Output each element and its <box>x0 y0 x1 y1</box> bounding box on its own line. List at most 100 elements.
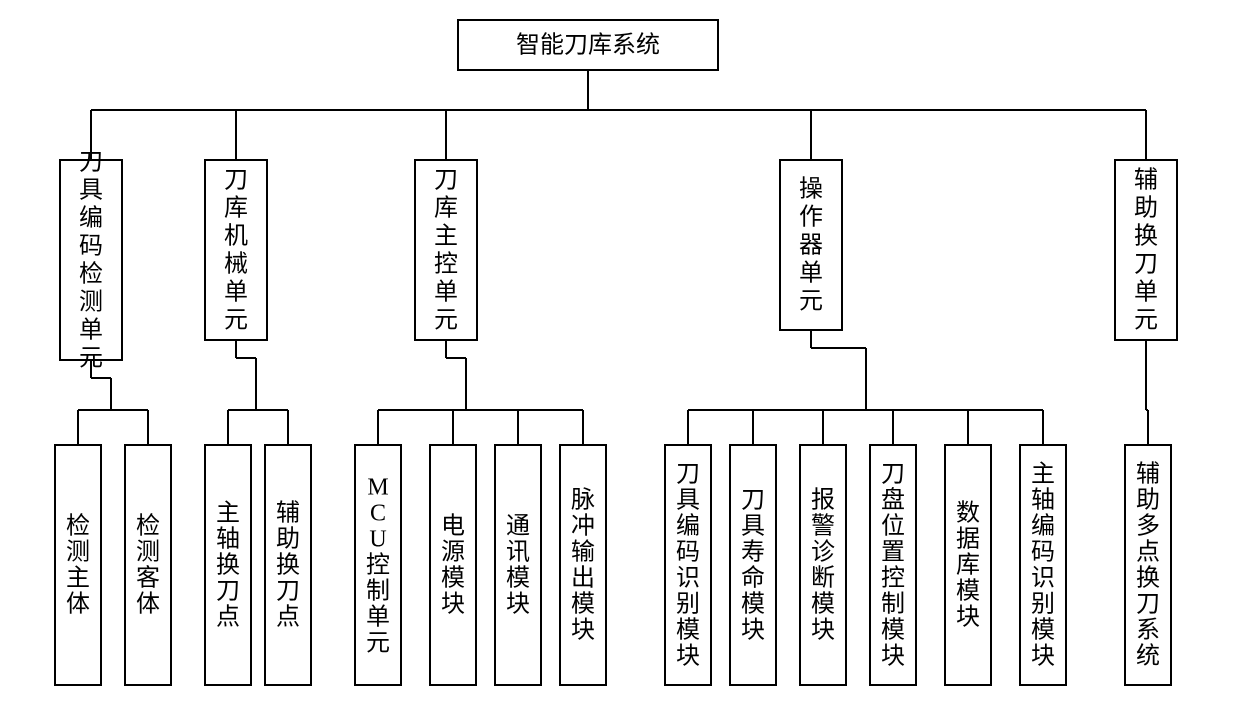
svg-text:检: 检 <box>79 261 103 288</box>
svg-text:主: 主 <box>1031 461 1055 488</box>
svg-text:刀: 刀 <box>1136 592 1160 618</box>
svg-text:通: 通 <box>506 514 530 540</box>
svg-text:换: 换 <box>1136 565 1160 592</box>
svg-text:检: 检 <box>66 513 90 540</box>
svg-text:编: 编 <box>1031 513 1055 540</box>
svg-text:别: 别 <box>1031 591 1055 618</box>
svg-text:主: 主 <box>216 500 240 527</box>
svg-text:编: 编 <box>676 513 700 540</box>
svg-text:辅: 辅 <box>1136 461 1160 488</box>
svg-text:刀: 刀 <box>741 488 765 514</box>
svg-text:出: 出 <box>571 565 595 592</box>
svg-text:助: 助 <box>1136 487 1160 514</box>
svg-text:诊: 诊 <box>811 539 835 566</box>
svg-text:元: 元 <box>434 308 458 334</box>
svg-text:机: 机 <box>224 223 248 250</box>
svg-text:点: 点 <box>1136 539 1160 566</box>
svg-text:电: 电 <box>441 513 465 540</box>
svg-text:刀: 刀 <box>1134 252 1158 278</box>
svg-text:讯: 讯 <box>506 540 530 566</box>
svg-text:客: 客 <box>136 565 160 592</box>
svg-text:具: 具 <box>676 488 700 514</box>
svg-text:块: 块 <box>441 591 465 618</box>
svg-text:刀: 刀 <box>676 462 700 488</box>
svg-text:报: 报 <box>811 487 835 514</box>
svg-text:脉: 脉 <box>571 487 595 514</box>
svg-text:辅: 辅 <box>1134 167 1158 194</box>
root-title: 智能刀库系统 <box>516 32 660 59</box>
svg-text:换: 换 <box>1134 223 1158 250</box>
svg-text:单: 单 <box>366 604 390 631</box>
svg-text:测: 测 <box>66 539 90 566</box>
svg-text:测: 测 <box>136 539 160 566</box>
svg-text:块: 块 <box>956 604 980 631</box>
svg-text:刀: 刀 <box>79 150 103 176</box>
svg-text:主: 主 <box>66 565 90 592</box>
svg-text:轴: 轴 <box>216 526 240 553</box>
svg-text:块: 块 <box>506 591 530 618</box>
svg-text:体: 体 <box>66 591 90 618</box>
svg-text:位: 位 <box>881 513 905 540</box>
svg-text:命: 命 <box>741 565 765 592</box>
svg-text:系: 系 <box>1136 617 1160 644</box>
svg-text:制: 制 <box>366 578 390 605</box>
svg-text:具: 具 <box>79 178 103 204</box>
svg-text:数: 数 <box>956 500 980 527</box>
svg-text:单: 单 <box>224 279 248 306</box>
svg-text:块: 块 <box>571 617 595 644</box>
svg-text:器: 器 <box>799 233 823 259</box>
svg-text:据: 据 <box>956 526 980 553</box>
svg-text:辅: 辅 <box>276 500 300 527</box>
svg-text:库: 库 <box>956 552 980 579</box>
svg-text:械: 械 <box>224 251 248 278</box>
svg-text:元: 元 <box>224 308 248 334</box>
svg-text:块: 块 <box>881 643 905 670</box>
svg-text:元: 元 <box>799 289 823 315</box>
svg-text:刀: 刀 <box>276 579 300 605</box>
svg-text:块: 块 <box>676 643 700 670</box>
svg-text:冲: 冲 <box>571 513 595 540</box>
svg-text:模: 模 <box>571 591 595 618</box>
svg-text:模: 模 <box>811 591 835 618</box>
svg-text:刀: 刀 <box>224 168 248 194</box>
svg-text:控: 控 <box>881 565 905 592</box>
svg-text:识: 识 <box>1031 566 1055 592</box>
svg-text:具: 具 <box>741 514 765 540</box>
svg-text:模: 模 <box>676 617 700 644</box>
svg-text:测: 测 <box>79 289 103 316</box>
svg-text:断: 断 <box>811 565 835 592</box>
svg-text:M: M <box>367 475 388 501</box>
svg-text:警: 警 <box>811 513 835 540</box>
svg-text:模: 模 <box>956 578 980 605</box>
svg-text:置: 置 <box>881 540 905 566</box>
svg-text:编: 编 <box>79 205 103 232</box>
svg-text:体: 体 <box>136 591 160 618</box>
svg-text:模: 模 <box>741 591 765 618</box>
svg-text:刀: 刀 <box>216 579 240 605</box>
svg-text:刀: 刀 <box>434 168 458 194</box>
svg-text:盘: 盘 <box>881 487 905 514</box>
svg-text:主: 主 <box>434 223 458 250</box>
svg-text:单: 单 <box>1134 279 1158 306</box>
svg-text:换: 换 <box>216 552 240 579</box>
svg-text:块: 块 <box>741 617 765 644</box>
svg-text:多: 多 <box>1136 513 1160 540</box>
svg-text:模: 模 <box>881 617 905 644</box>
svg-text:源: 源 <box>441 539 465 566</box>
svg-text:模: 模 <box>506 565 530 592</box>
svg-text:助: 助 <box>276 526 300 553</box>
svg-text:控: 控 <box>366 552 390 579</box>
svg-text:C: C <box>370 501 386 527</box>
svg-text:块: 块 <box>811 617 835 644</box>
svg-text:模: 模 <box>441 565 465 592</box>
svg-text:码: 码 <box>79 234 103 260</box>
svg-text:控: 控 <box>434 251 458 278</box>
svg-text:单: 单 <box>434 279 458 306</box>
svg-text:输: 输 <box>571 539 595 566</box>
svg-text:助: 助 <box>1134 195 1158 222</box>
svg-text:元: 元 <box>1134 308 1158 334</box>
svg-text:制: 制 <box>881 591 905 618</box>
svg-text:码: 码 <box>676 540 700 566</box>
org-chart: 智能刀库系统刀具编码检测单元刀库机械单元刀库主控单元操作器单元辅助换刀单元检测主… <box>0 0 1240 715</box>
svg-text:库: 库 <box>434 195 458 222</box>
